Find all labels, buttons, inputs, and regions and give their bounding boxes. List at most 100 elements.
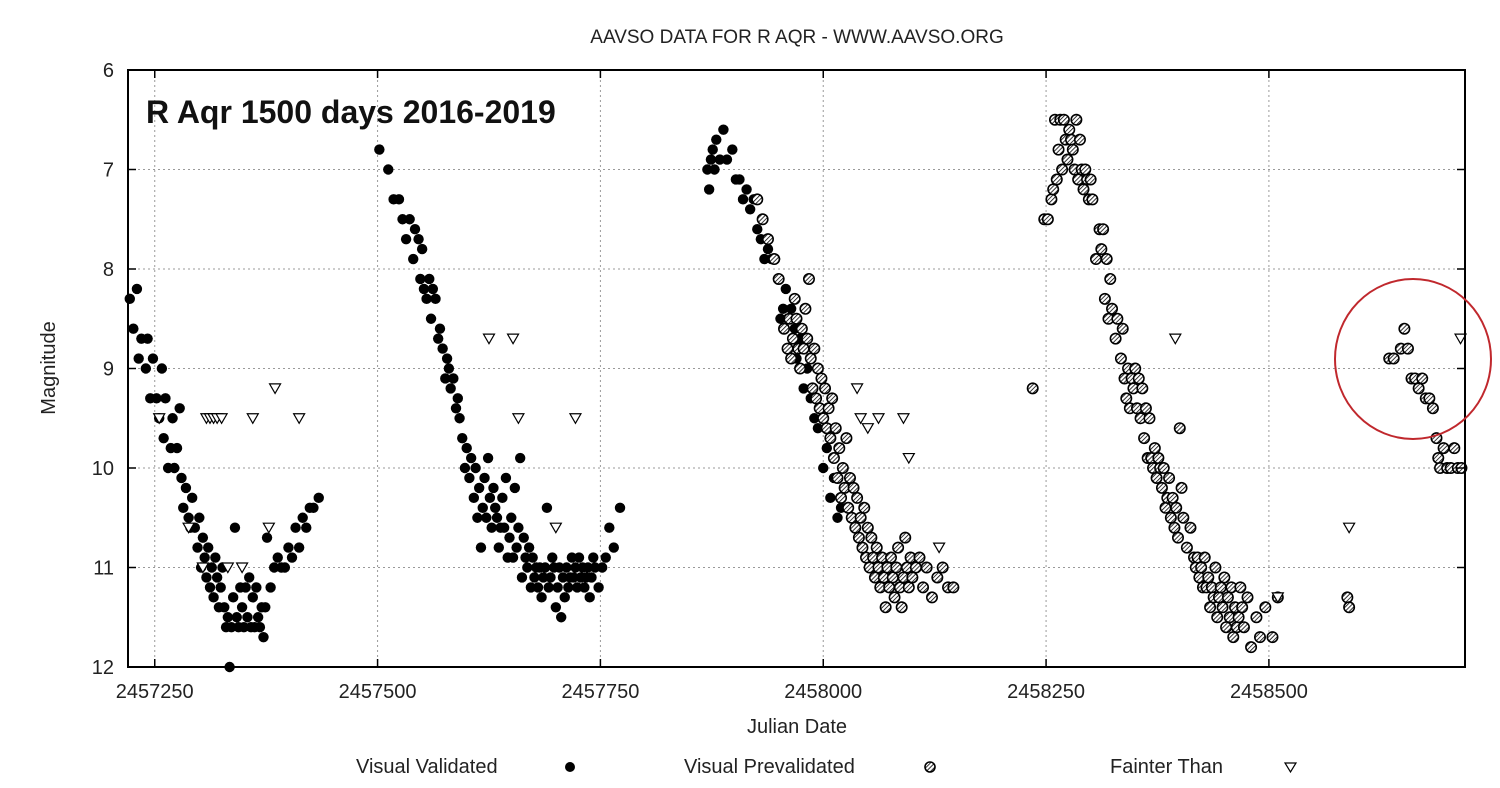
data-point-visual-validated: [734, 174, 745, 185]
data-point-visual-validated: [721, 154, 733, 165]
data-point-visual-validated: [268, 562, 280, 573]
x-tick-label: 2458000: [784, 681, 862, 703]
data-point-visual-validated: [525, 582, 537, 593]
data-point-visual-prevalidated: [1236, 601, 1249, 614]
data-point-visual-validated: [825, 492, 836, 504]
data-point-visual-prevalidated: [1089, 253, 1102, 266]
data-point-visual-validated: [374, 144, 385, 155]
data-point-visual-validated: [415, 273, 426, 285]
data-point-visual-validated: [222, 612, 234, 623]
data-point-visual-validated: [468, 492, 480, 504]
data-point-visual-prevalidated: [902, 581, 915, 594]
axis-ticks: 2457250 2457500 2457750 2458000 2458250 24585…: [92, 60, 1465, 703]
data-point-visual-validated: [464, 472, 475, 484]
data-point-visual-validated: [452, 393, 463, 404]
data-point-fainter-than: [549, 522, 563, 534]
data-point-visual-prevalidated: [1157, 461, 1170, 474]
data-point-visual-validated: [522, 562, 533, 573]
data-point-visual-prevalidated: [890, 561, 903, 574]
data-point-visual-prevalidated: [785, 352, 798, 365]
data-point-visual-validated: [600, 552, 611, 563]
data-point-visual-validated: [513, 522, 524, 533]
data-point-visual-validated: [493, 542, 504, 553]
data-point-visual-validated: [211, 572, 223, 583]
data-point-visual-validated: [557, 572, 569, 583]
data-point-visual-validated: [404, 214, 415, 225]
x-tick-label: 2457250: [116, 681, 194, 703]
data-point-visual-prevalidated: [1214, 581, 1227, 594]
x-tick-label: 2457750: [561, 681, 639, 703]
data-point-visual-validated: [251, 582, 262, 593]
data-point-visual-validated: [550, 602, 562, 613]
data-point-fainter-than: [568, 413, 582, 425]
data-point-visual-validated: [507, 552, 519, 563]
data-point-visual-prevalidated: [810, 392, 823, 405]
data-point-visual-prevalidated: [1412, 382, 1425, 395]
data-point-visual-validated: [532, 582, 544, 593]
data-point-visual-validated: [498, 522, 510, 533]
data-point-visual-validated: [488, 482, 499, 494]
data-point-visual-validated: [180, 482, 192, 494]
data-point-visual-prevalidated: [931, 571, 944, 584]
data-point-visual-validated: [744, 204, 756, 215]
data-point-visual-prevalidated: [858, 501, 871, 514]
data-point-visual-validated: [570, 562, 581, 573]
data-point-visual-validated: [504, 532, 515, 543]
data-point-visual-prevalidated: [761, 233, 774, 246]
data-point-visual-validated: [124, 293, 135, 305]
data-point-visual-prevalidated: [795, 322, 808, 335]
data-point-visual-prevalidated: [1052, 143, 1065, 156]
data-point-visual-validated: [491, 512, 503, 523]
data-point-visual-prevalidated: [861, 521, 874, 534]
data-point-visual-prevalidated: [1221, 591, 1234, 604]
data-point-visual-prevalidated: [1104, 272, 1117, 285]
data-point-visual-prevalidated: [802, 272, 815, 285]
data-point-visual-validated: [440, 373, 451, 384]
data-point-visual-prevalidated: [865, 531, 878, 544]
data-point-visual-validated: [506, 512, 517, 523]
data-point-visual-validated: [459, 462, 471, 474]
data-point-visual-validated: [572, 582, 583, 593]
data-point-visual-prevalidated: [1047, 183, 1060, 196]
data-point-visual-validated: [481, 512, 492, 523]
data-point-visual-validated: [775, 313, 786, 324]
data-point-visual-validated: [482, 452, 494, 464]
data-point-visual-prevalidated: [856, 541, 869, 554]
data-point-visual-prevalidated: [1220, 621, 1233, 634]
data-point-visual-prevalidated: [1175, 481, 1188, 494]
data-point-visual-validated: [832, 512, 843, 523]
data-point-visual-validated: [425, 313, 437, 324]
data-point-visual-validated: [450, 403, 462, 414]
data-point-fainter-than: [246, 413, 260, 425]
data-point-fainter-than: [871, 413, 886, 425]
data-point-visual-prevalidated: [1209, 561, 1222, 574]
data-point-visual-prevalidated: [1241, 591, 1254, 604]
highlight-circle: [1334, 278, 1492, 440]
data-point-visual-validated: [596, 562, 608, 573]
data-point-visual-validated: [421, 293, 432, 305]
data-point-visual-validated: [518, 532, 529, 543]
data-point-visual-prevalidated: [1232, 611, 1245, 624]
legend-label-visual-prevalidated: Visual Prevalidated: [684, 756, 855, 778]
data-point-visual-validated: [156, 363, 168, 374]
data-point-visual-validated: [142, 333, 153, 344]
data-point-visual-validated: [301, 522, 312, 533]
data-point-visual-validated: [541, 502, 553, 513]
data-point-visual-validated: [777, 303, 789, 314]
data-point-visual-validated: [586, 572, 597, 583]
data-point-visual-prevalidated: [768, 253, 781, 266]
data-point-visual-prevalidated: [811, 362, 824, 375]
data-point-visual-prevalidated: [1077, 183, 1090, 196]
data-point-visual-prevalidated: [1109, 332, 1122, 345]
data-point-visual-prevalidated: [1253, 631, 1266, 644]
data-point-visual-validated: [718, 124, 729, 135]
data-point-visual-validated: [614, 502, 626, 513]
data-point-visual-prevalidated: [947, 581, 960, 594]
data-point-visual-validated: [208, 592, 219, 603]
data-point-visual-validated: [604, 522, 615, 533]
data-point-fainter-than: [1271, 592, 1285, 604]
data-point-visual-prevalidated: [1387, 352, 1400, 365]
data-point-visual-prevalidated: [788, 292, 801, 305]
data-point-visual-prevalidated: [1026, 382, 1039, 395]
data-point-visual-validated: [416, 243, 428, 255]
